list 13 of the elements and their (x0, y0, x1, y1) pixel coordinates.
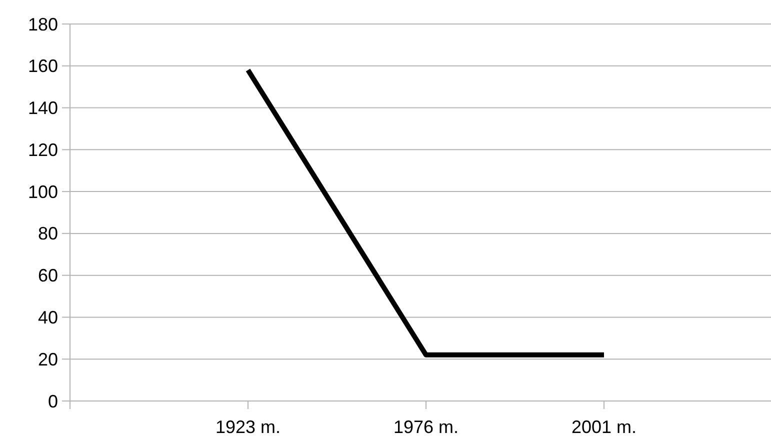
y-tick-label: 140 (28, 98, 58, 118)
y-tick-label: 40 (38, 308, 58, 328)
y-tick-label: 80 (38, 224, 58, 244)
y-tick-label: 120 (28, 140, 58, 160)
y-tick-label: 0 (48, 391, 58, 412)
y-tick-label: 100 (28, 182, 58, 202)
x-tick-label: 1976 m. (393, 417, 459, 437)
x-tick-label: 1923 m. (215, 417, 281, 437)
y-tick-label: 160 (28, 56, 58, 76)
y-tick-label: 180 (28, 14, 58, 34)
x-tick-label: 2001 m. (571, 417, 637, 437)
y-tick-label: 60 (38, 266, 58, 286)
y-tick-label: 20 (38, 349, 58, 370)
